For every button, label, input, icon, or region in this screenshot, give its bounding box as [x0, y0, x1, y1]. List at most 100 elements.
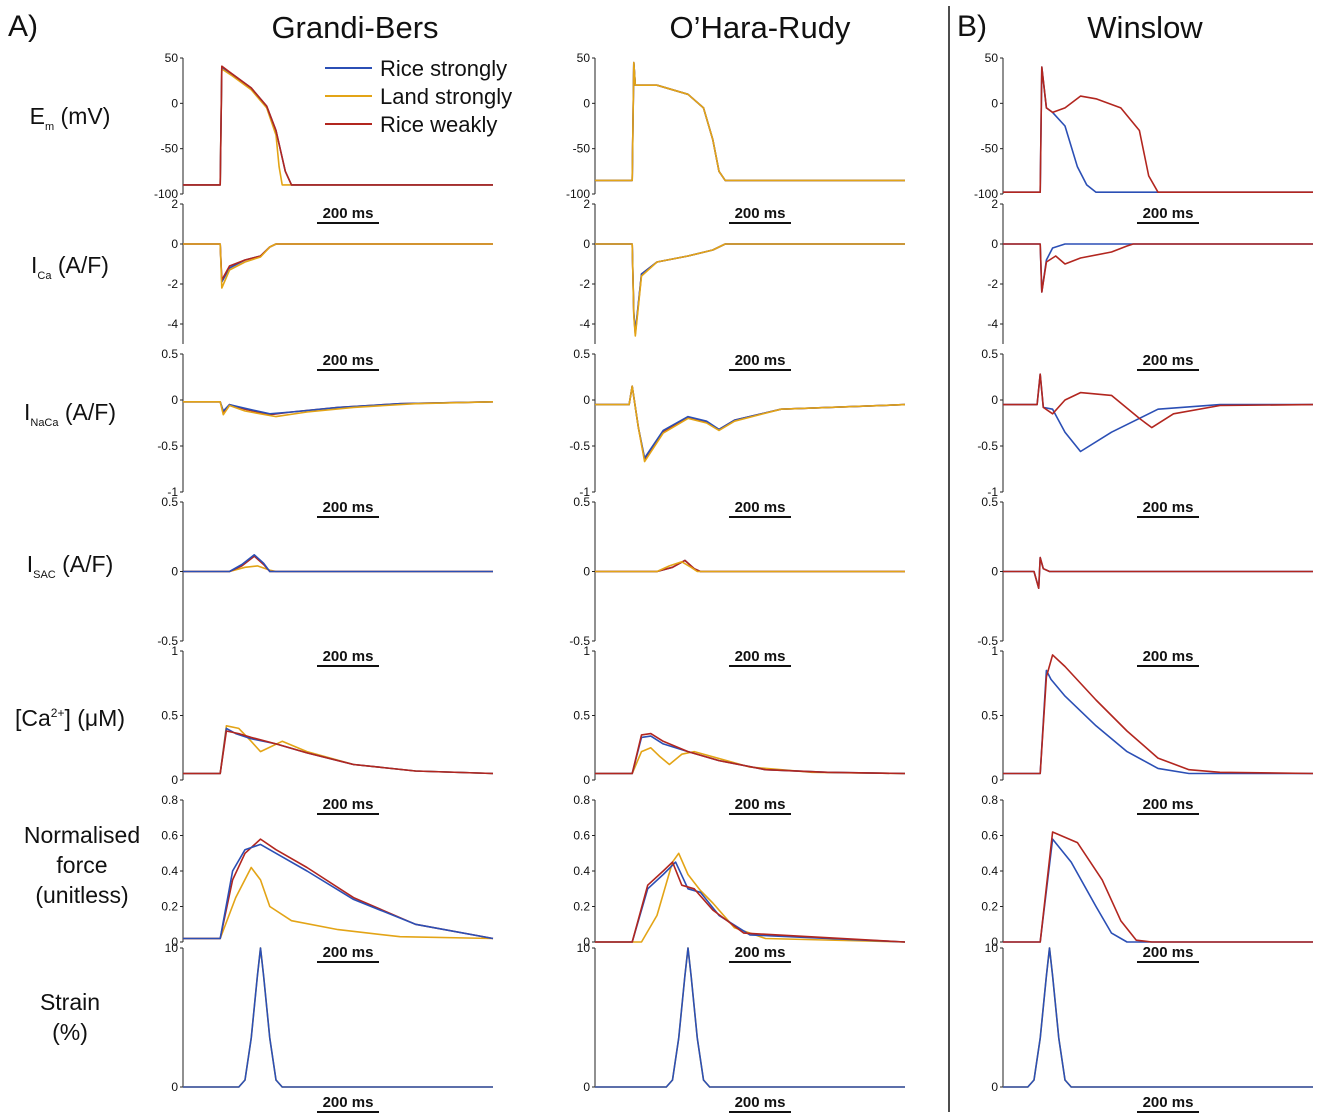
row-label-0: Em (mV): [30, 103, 111, 133]
series-rice-weakly: [183, 243, 493, 281]
row-label-3: ISAC (A/F): [27, 551, 114, 581]
y-tick-label: 0: [991, 935, 998, 949]
row-label-5-line-1: force: [56, 852, 107, 878]
legend-label-land-strongly: Land strongly: [380, 84, 512, 109]
series-land-strongly: [595, 561, 905, 573]
series-rice-weakly: [183, 730, 494, 775]
y-tick-label: -0.5: [569, 439, 590, 453]
series-land-strongly: [183, 401, 494, 418]
y-tick-label: 0: [171, 1080, 178, 1094]
panel-grandi-bers-row-1: 2 0 -2 -4 200 ms: [167, 197, 493, 371]
y-tick-label: -2: [167, 277, 178, 291]
panel-winslow-row-0: 50 0 -50 -100 200 ms: [974, 51, 1313, 224]
scale-bar-label: 200 ms: [735, 205, 786, 222]
scale-bar-label: 200 ms: [1143, 944, 1194, 961]
row-label-2: INaCa (A/F): [24, 399, 116, 429]
series-rice-strongly: [183, 554, 493, 573]
y-tick-label: 0.5: [981, 347, 998, 361]
panel-winslow-row-1: 2 0 -2 -4 200 ms: [987, 197, 1313, 371]
y-tick-label: 0: [171, 96, 178, 110]
y-tick-label: 2: [583, 197, 590, 211]
series-rice-strongly: [183, 947, 493, 1088]
y-tick-label: -4: [987, 317, 998, 331]
y-tick-label: -1: [987, 485, 998, 499]
y-tick-label: 2: [991, 197, 998, 211]
panel-grandi-bers-row-3: 0.5 0 -0.5 200 ms: [157, 495, 493, 667]
y-tick-label: 1: [583, 644, 590, 658]
y-tick-label: 0: [583, 96, 590, 110]
y-tick-label: -50: [161, 142, 179, 156]
panel-o-hara-rudy-row-6: 10 0 200 ms: [577, 941, 905, 1113]
series-rice-strongly: [1003, 373, 1313, 453]
panel-o-hara-rudy-row-5: 0.8 0.6 0.4 0.2 0 200 ms: [573, 793, 906, 963]
legend-label-rice-weakly: Rice weakly: [380, 112, 497, 137]
y-tick-label: 50: [985, 51, 999, 65]
y-tick-label: -1: [167, 485, 178, 499]
scale-bar-label: 200 ms: [735, 1094, 786, 1111]
row-label-5-line-2: (unitless): [35, 882, 128, 908]
scale-bar-label: 200 ms: [1143, 352, 1194, 369]
y-tick-label: 0: [583, 565, 590, 579]
panel-winslow-row-3: 0.5 0 -0.5 200 ms: [977, 495, 1313, 667]
y-tick-label: 0: [991, 773, 998, 787]
panel-grandi-bers-row-2: 0.5 0 -0.5 -1 200 ms: [157, 347, 494, 518]
y-tick-label: 0.5: [573, 347, 590, 361]
scale-bar-label: 200 ms: [1143, 796, 1194, 813]
series-rice-weakly: [595, 61, 905, 182]
series-land-strongly: [183, 243, 493, 289]
y-tick-label: 0: [991, 565, 998, 579]
y-tick-label: 0: [583, 773, 590, 787]
y-tick-label: 0: [583, 1080, 590, 1094]
y-tick-label: 0.8: [573, 793, 590, 807]
y-tick-label: -4: [167, 317, 178, 331]
series-rice-strongly: [183, 243, 493, 283]
y-tick-label: 10: [985, 941, 999, 955]
y-tick-label: 0.5: [573, 709, 590, 723]
scale-bar-label: 200 ms: [323, 1094, 374, 1111]
series-rice-weakly: [595, 559, 905, 573]
y-tick-label: 0.4: [981, 864, 998, 878]
panel-o-hara-rudy-row-0: 50 0 -50 -100 200 ms: [566, 51, 905, 224]
series-rice-weakly: [183, 838, 494, 940]
y-tick-label: -2: [987, 277, 998, 291]
y-tick-label: 0.5: [161, 709, 178, 723]
y-tick-label: -0.5: [977, 634, 998, 648]
scale-bar-label: 200 ms: [323, 796, 374, 813]
legend-label-rice-strongly: Rice strongly: [380, 56, 507, 81]
y-tick-label: 0: [991, 96, 998, 110]
series-land-strongly: [595, 852, 906, 943]
y-tick-label: -100: [154, 187, 178, 201]
row-label-4: [Ca2+] (μM): [15, 705, 125, 731]
y-tick-label: 0.4: [573, 864, 590, 878]
y-tick-label: 0.6: [161, 829, 178, 843]
y-tick-label: 0.2: [573, 900, 590, 914]
y-tick-label: 0.5: [573, 495, 590, 509]
y-tick-label: 0: [991, 393, 998, 407]
row-label-6-line-0: Strain: [40, 989, 100, 1015]
series-land-strongly: [183, 947, 493, 1088]
panel-label-b: B): [957, 10, 987, 43]
panel-o-hara-rudy-row-2: 0.5 0 -0.5 -1 200 ms: [569, 347, 906, 518]
y-tick-label: 0: [171, 773, 178, 787]
y-tick-label: 0.5: [981, 495, 998, 509]
panel-o-hara-rudy-row-4: 1 0.5 0 200 ms: [573, 644, 906, 815]
y-tick-label: 1: [171, 644, 178, 658]
scale-bar-label: 200 ms: [323, 499, 374, 516]
y-tick-label: -100: [974, 187, 998, 201]
y-tick-label: 2: [171, 197, 178, 211]
series-land-strongly: [183, 725, 494, 775]
y-tick-label: 0.5: [161, 495, 178, 509]
y-tick-label: 0.6: [981, 829, 998, 843]
y-tick-label: 0.2: [161, 900, 178, 914]
y-tick-label: 0.4: [161, 864, 178, 878]
series-land-strongly: [183, 866, 494, 940]
series-land-strongly: [595, 947, 905, 1088]
scale-bar-label: 200 ms: [1143, 648, 1194, 665]
scale-bar-label: 200 ms: [323, 648, 374, 665]
y-tick-label: -0.5: [157, 634, 178, 648]
column-title-winslow: Winslow: [1087, 10, 1203, 45]
series-rice-weakly: [1003, 373, 1314, 429]
series-rice-weakly: [1003, 556, 1313, 589]
y-tick-label: 0.5: [981, 709, 998, 723]
